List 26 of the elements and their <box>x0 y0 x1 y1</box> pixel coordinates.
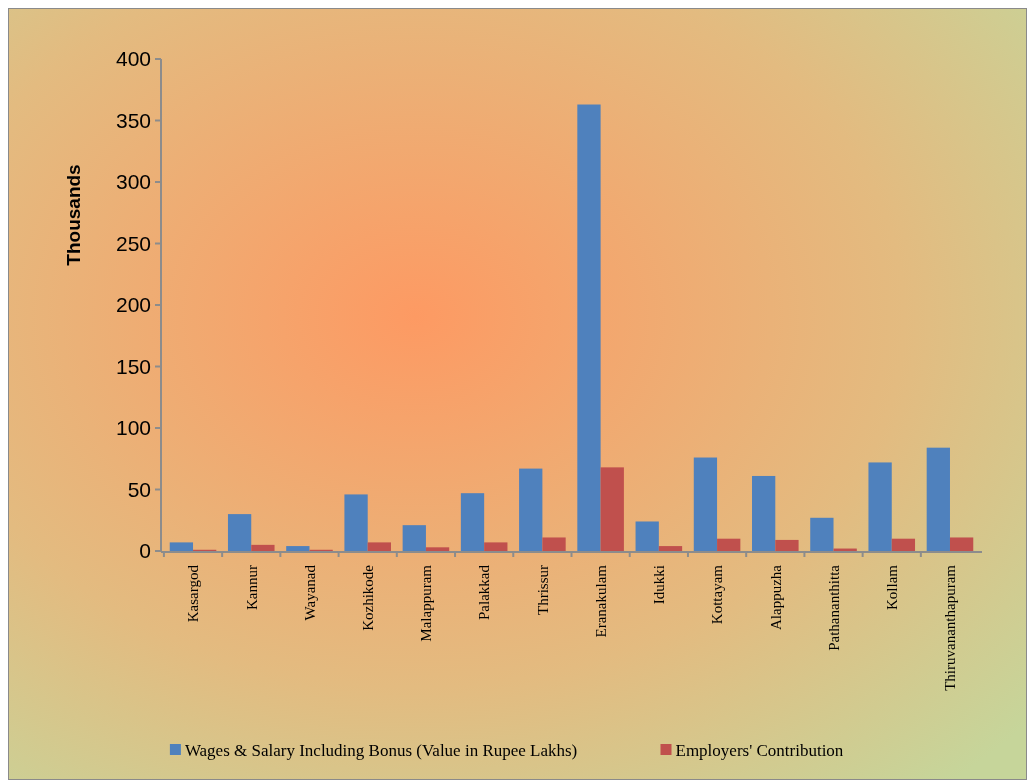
x-tick-label: Pathananthitta <box>825 564 842 651</box>
x-tick-label: Eranakulam <box>592 564 609 638</box>
y-tick-label: 0 <box>139 539 151 563</box>
x-tick-label: Kozhikode <box>359 564 376 631</box>
y-tick-label: 150 <box>115 354 151 378</box>
x-tick-label: Wayanad <box>301 564 318 621</box>
y-tick-label: 250 <box>115 231 151 255</box>
x-tick-label: Alappuzha <box>767 564 784 630</box>
legend-label: Employers' Contribution <box>675 740 844 760</box>
y-tick-label: 300 <box>115 170 151 194</box>
x-tick-label: Kannur <box>243 565 260 610</box>
y-tick-label: 400 <box>115 47 151 71</box>
y-tick-label: 200 <box>115 293 151 317</box>
x-tick-label: Thiruvananthapuram <box>942 564 959 691</box>
x-tick-label: Kollam <box>884 564 900 610</box>
x-tick-label: Malappuram <box>418 564 435 642</box>
legend-label: Wages & Salary Including Bonus (Value in Rupee Lakhs) <box>184 740 578 760</box>
x-tick-label: Kasargod <box>185 564 202 623</box>
y-tick-label: 100 <box>115 416 151 440</box>
x-tick-label: Idukki <box>651 565 668 605</box>
y-tick-label: 350 <box>115 108 151 132</box>
x-tick-label: Kottayam <box>709 564 726 625</box>
y-tick-label: 50 <box>127 477 151 501</box>
x-tick-label: Palakkad <box>476 564 493 620</box>
y-axis-title: Thousands <box>63 164 84 266</box>
x-tick-label: Thrissur <box>534 565 551 615</box>
